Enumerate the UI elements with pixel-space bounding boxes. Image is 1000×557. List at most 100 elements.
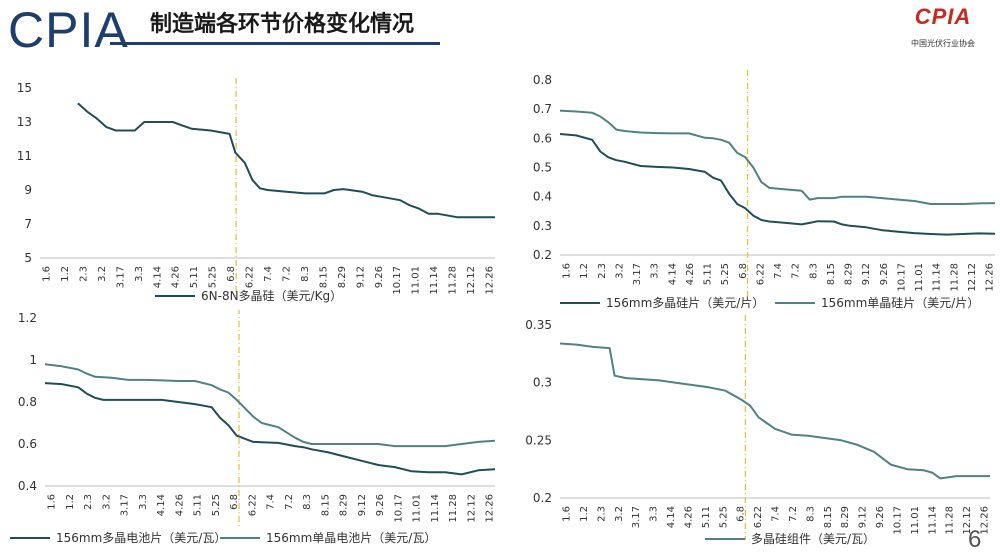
y-tick-label: 0.4 <box>533 190 552 204</box>
legend-label: 6N-8N多晶硅（美元/Kg） <box>201 289 342 303</box>
x-tick-label: 4.26 <box>683 506 694 528</box>
x-tick-label: 12.12 <box>466 494 477 523</box>
y-tick-label: 9 <box>24 183 32 197</box>
x-tick-label: 3.2 <box>614 263 625 279</box>
x-tick-label: 4.14 <box>156 494 167 516</box>
x-tick-label: 9.26 <box>879 263 890 285</box>
x-tick-label: 8.29 <box>337 266 348 288</box>
x-tick-label: 11.14 <box>932 263 943 292</box>
x-tick-label: 11.28 <box>448 266 459 295</box>
x-tick-label: 5.25 <box>718 506 729 528</box>
page-number: 6 <box>968 526 982 553</box>
series-line <box>559 342 990 480</box>
x-tick-label: 11.14 <box>927 506 938 535</box>
x-tick-label: 1.6 <box>562 263 573 279</box>
x-tick-label: 6.8 <box>736 506 747 522</box>
y-tick-label: 0.8 <box>18 395 37 409</box>
x-tick-label: 6.8 <box>229 494 240 510</box>
legend-label: 156mm单晶硅片（美元/片） <box>821 296 979 310</box>
x-tick-label: 2.3 <box>83 494 94 510</box>
x-tick-label: 7.2 <box>284 494 295 510</box>
cpia-logo-text: CPIA <box>8 2 129 58</box>
x-tick-label: 5.11 <box>193 494 204 516</box>
y-tick-label: 0.2 <box>533 248 552 262</box>
x-tick-label: 8.15 <box>823 506 834 528</box>
y-tick-label: 0.7 <box>533 102 552 116</box>
x-tick-label: 9.12 <box>355 266 366 288</box>
series-line <box>559 133 996 236</box>
legend-label: 156mm单晶电池片（美元/瓦） <box>266 531 436 545</box>
x-tick-label: 1.6 <box>562 506 573 522</box>
x-tick-label: 3.2 <box>101 494 112 510</box>
chart-cells: 0.4 0.6 0.8 1 1.2 1.6 1.2 2.3 3.2 3.17 3.3 4.14 4.26… <box>10 310 496 545</box>
x-tick-label: 4.14 <box>667 263 678 285</box>
x-tick-label: 8.15 <box>826 263 837 285</box>
y-tick-label: 13 <box>17 115 32 129</box>
x-tick-label: 9.26 <box>875 506 886 528</box>
x-tick-label: 5.25 <box>211 494 222 516</box>
header-underline <box>110 42 440 45</box>
org-logo-mark: CPIA <box>914 4 972 29</box>
x-tick-label: 8.3 <box>302 494 313 510</box>
x-tick-label: 9.12 <box>858 506 869 528</box>
x-tick-label: 8.29 <box>339 494 350 516</box>
x-tick-label: 4.26 <box>685 263 696 285</box>
x-tick-label: 8.3 <box>805 506 816 522</box>
x-tick-label: 11.28 <box>949 263 960 292</box>
y-tick-label: 0.35 <box>525 318 552 332</box>
x-tick-label: 2.3 <box>596 506 607 522</box>
x-tick-label: 7.4 <box>773 263 784 279</box>
x-tick-label: 12.26 <box>980 506 991 535</box>
x-tick-label: 3.3 <box>650 263 661 279</box>
x-tick-label: 9.26 <box>375 494 386 516</box>
series-line <box>44 382 496 476</box>
x-tick-label: 1.2 <box>65 494 76 510</box>
y-tick-label: 0.4 <box>18 479 37 493</box>
x-tick-label: 4.14 <box>666 506 677 528</box>
x-tick-label: 11.14 <box>429 266 440 295</box>
x-tick-label: 8.29 <box>840 506 851 528</box>
x-tick-label: 11.01 <box>914 263 925 292</box>
x-tick-label: 10.17 <box>892 506 903 535</box>
y-tick-label: 0.2 <box>533 491 552 505</box>
series-line <box>559 109 996 205</box>
chart-wafers: 0.2 0.3 0.4 0.5 0.6 0.7 0.8 1.6 1.2 2.3 3.2 3.17 3.3… <box>533 70 996 310</box>
x-tick-label: 5.11 <box>703 263 714 285</box>
slide-header: CPIA 制造端各环节价格变化情况 CPIA 中国光伏行业协会 <box>0 0 1000 70</box>
legend-label: 多晶硅组件（美元/瓦） <box>751 532 875 546</box>
page-title: 制造端各环节价格变化情况 <box>150 12 415 37</box>
x-tick-label: 9.26 <box>374 266 385 288</box>
x-tick-label: 4.26 <box>174 494 185 516</box>
x-tick-label: 5.25 <box>720 263 731 285</box>
x-tick-label: 6.22 <box>247 494 258 516</box>
x-tick-label: 12.26 <box>485 494 496 523</box>
x-tick-label: 10.17 <box>393 494 404 523</box>
x-tick-label: 6.8 <box>738 263 749 279</box>
y-tick-label: 11 <box>17 149 32 163</box>
legend-label: 156mm多晶硅片（美元/片） <box>606 296 764 310</box>
y-tick-label: 0.6 <box>533 131 552 145</box>
x-tick-label: 7.4 <box>771 506 782 522</box>
x-tick-label: 7.2 <box>788 506 799 522</box>
y-tick-label: 0.5 <box>533 161 552 175</box>
x-tick-label: 3.3 <box>649 506 660 522</box>
legend-label: 156mm多晶电池片（美元/瓦） <box>56 531 226 545</box>
x-tick-label: 12.26 <box>985 263 996 292</box>
x-tick-label: 1.2 <box>579 506 590 522</box>
y-tick-label: 0.6 <box>18 437 37 451</box>
x-tick-label: 6.22 <box>753 506 764 528</box>
x-tick-label: 3.17 <box>632 263 643 285</box>
series-line <box>77 102 495 219</box>
x-tick-label: 5.25 <box>208 266 219 288</box>
x-tick-label: 9.12 <box>861 263 872 285</box>
y-tick-label: 0.8 <box>533 73 552 87</box>
x-tick-label: 11.01 <box>411 266 422 295</box>
x-tick-label: 11.14 <box>430 494 441 523</box>
x-tick-label: 1.6 <box>42 266 53 282</box>
x-tick-label: 11.01 <box>412 494 423 523</box>
y-tick-label: 7 <box>24 217 32 231</box>
y-tick-label: 5 <box>24 251 32 265</box>
x-tick-label: 12.12 <box>967 263 978 292</box>
x-tick-label: 12.12 <box>962 506 973 535</box>
x-tick-label: 8.29 <box>844 263 855 285</box>
